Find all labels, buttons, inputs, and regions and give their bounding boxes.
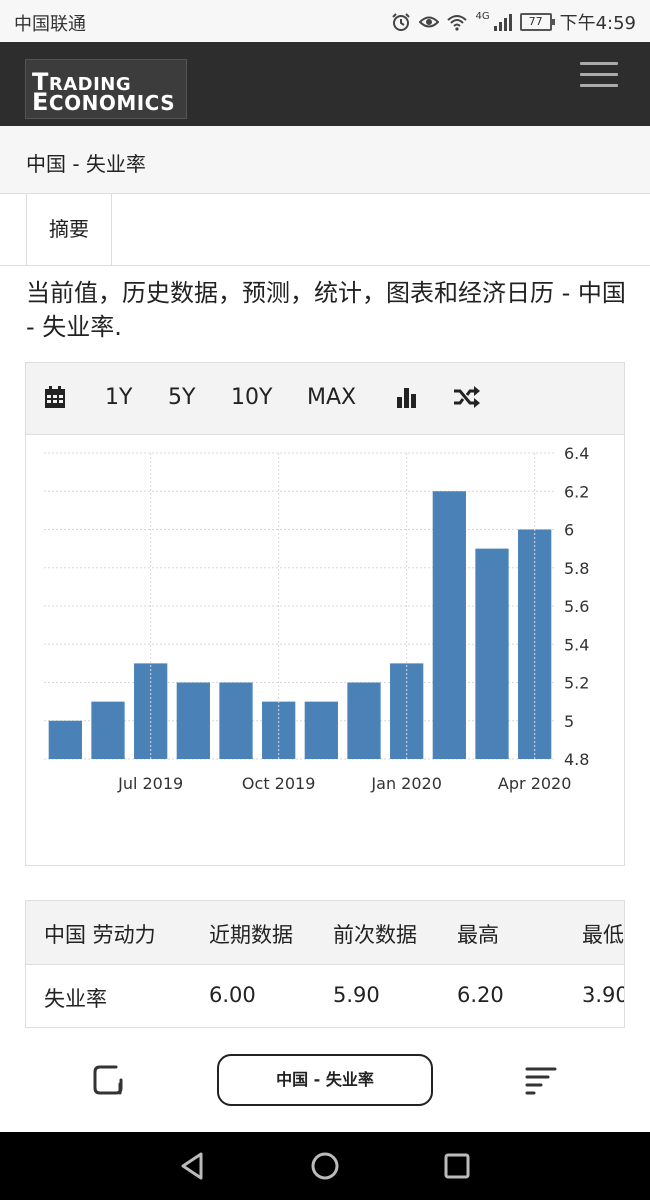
table-cell-lowest: 3.90: [582, 983, 625, 1007]
chart-bar: [347, 683, 380, 760]
address-title-pill[interactable]: 中国 - 失业率: [217, 1054, 433, 1106]
chart-card: 1Y 5Y 10Y MAX 4.8 5 5.2 5.4 5.6 5.8 6 6.2 6.4 Jul…: [25, 362, 625, 866]
page-description: 当前值，历史数据，预测，统计，图表和经济日历 - 中国 - 失业率.: [26, 276, 630, 344]
menu-lines-icon[interactable]: [524, 1064, 558, 1096]
eye-icon: [419, 12, 439, 32]
y-tick-label: 5.2: [564, 674, 589, 693]
browser-bottom-bar: 中国 - 失业率: [0, 1040, 650, 1132]
status-bar: 中国联通 4G 77 下午4:59: [0, 0, 650, 42]
system-nav-bar: [0, 1132, 650, 1200]
page-title: 中国 - 失业率: [26, 148, 146, 177]
x-tick-label: Jul 2019: [117, 774, 183, 793]
home-icon[interactable]: [309, 1150, 341, 1182]
y-tick-label: 5.6: [564, 597, 589, 616]
chart-toolbar: 1Y 5Y 10Y MAX: [26, 363, 624, 435]
table-row[interactable]: 失业率 6.00 5.90 6.20 3.90: [26, 965, 625, 1028]
range-1y-button[interactable]: 1Y: [105, 385, 132, 410]
chart-bar: [433, 491, 466, 759]
calendar-icon[interactable]: [44, 385, 66, 409]
table-header: 前次数据: [333, 919, 417, 949]
site-header: TRADING ECONOMICS: [0, 42, 650, 126]
alarm-icon: [391, 12, 411, 32]
recents-icon[interactable]: [441, 1150, 473, 1182]
table-header-row: 中国 劳动力 近期数据 前次数据 最高 最低: [26, 901, 625, 965]
back-icon[interactable]: [177, 1150, 209, 1182]
tabs-icon[interactable]: [92, 1064, 124, 1096]
table-cell-previous: 5.90: [333, 983, 380, 1007]
chart-bar: [518, 530, 551, 760]
chart-bar: [305, 702, 338, 759]
x-tick-label: Apr 2020: [498, 774, 571, 793]
wifi-icon: [447, 12, 467, 32]
table-header: 最高: [457, 919, 499, 949]
status-icons: 4G 77 下午4:59: [391, 9, 636, 35]
range-5y-button[interactable]: 5Y: [168, 385, 195, 410]
table-cell-indicator[interactable]: 失业率: [44, 983, 107, 1013]
battery-icon: 77: [520, 13, 552, 31]
y-tick-label: 4.8: [564, 750, 589, 769]
x-tick-label: Oct 2019: [242, 774, 315, 793]
y-tick-label: 5: [564, 712, 574, 731]
y-tick-label: 6.2: [564, 482, 589, 501]
x-tick-label: Jan 2020: [370, 774, 441, 793]
table-header: 近期数据: [209, 919, 293, 949]
clock: 下午4:59: [560, 9, 636, 35]
chart-bar: [49, 721, 82, 759]
tab-summary[interactable]: 摘要: [26, 194, 112, 265]
table-cell-latest: 6.00: [209, 983, 256, 1007]
chart-bar: [177, 683, 210, 760]
range-10y-button[interactable]: 10Y: [231, 385, 272, 410]
shuffle-icon[interactable]: [453, 385, 481, 409]
network-type: 4G: [475, 11, 489, 22]
table-header: 最低: [582, 919, 624, 949]
tab-bar: 摘要: [0, 194, 650, 266]
y-tick-label: 5.4: [564, 635, 589, 654]
bar-chart-icon[interactable]: [395, 385, 419, 409]
chart-bar: [91, 702, 124, 759]
signal-icon: [492, 12, 512, 32]
logo-line2: ECONOMICS: [32, 88, 175, 116]
y-tick-label: 5.8: [564, 559, 589, 578]
table-header: 中国 劳动力: [44, 919, 156, 949]
breadcrumb: 中国 - 失业率: [0, 126, 650, 194]
range-max-button[interactable]: MAX: [307, 385, 356, 410]
unemployment-bar-chart: 4.8 5 5.2 5.4 5.6 5.8 6 6.2 6.4 Jul 2019 Oct 2019 J…: [26, 435, 624, 865]
y-tick-label: 6: [564, 521, 574, 540]
y-tick-label: 6.4: [564, 444, 589, 463]
hamburger-menu-icon[interactable]: [580, 62, 618, 92]
chart-bar: [219, 683, 252, 760]
carrier-name: 中国联通: [14, 10, 86, 36]
table-cell-highest: 6.20: [457, 983, 504, 1007]
trading-economics-logo[interactable]: TRADING ECONOMICS: [25, 59, 187, 119]
chart-bar: [475, 549, 508, 759]
labor-data-table: 中国 劳动力 近期数据 前次数据 最高 最低 失业率 6.00 5.90 6.2…: [25, 900, 625, 1028]
